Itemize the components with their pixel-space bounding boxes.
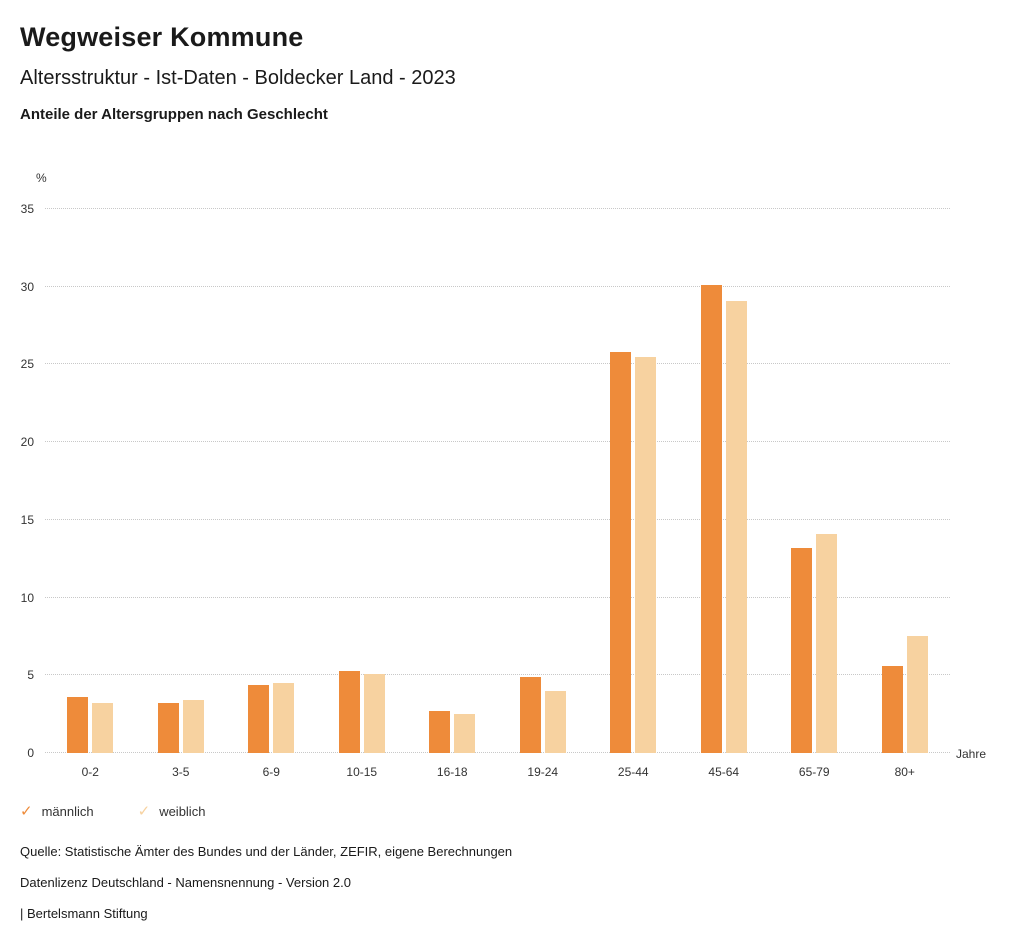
y-tick-label: 30 bbox=[20, 279, 34, 294]
bar-group-3-5 bbox=[136, 209, 227, 753]
bar-weiblich-25-44[interactable] bbox=[635, 356, 657, 753]
bar-group-16-18 bbox=[407, 209, 498, 753]
gridline bbox=[45, 518, 950, 520]
x-tick-label: 0-2 bbox=[81, 765, 99, 779]
page-title: Wegweiser Kommune bbox=[20, 22, 304, 52]
bar-weiblich-3-5[interactable] bbox=[182, 700, 204, 753]
bar-männlich-19-24[interactable] bbox=[519, 676, 541, 753]
gridline bbox=[45, 596, 950, 598]
x-tick-label: 16-18 bbox=[436, 765, 468, 779]
y-axis-tick-labels: 0 5 10 15 20 25 30 35 bbox=[0, 203, 34, 759]
bar-männlich-3-5[interactable] bbox=[157, 703, 179, 753]
bar-group-65-79 bbox=[769, 209, 860, 753]
bar-weiblich-80+[interactable] bbox=[906, 636, 928, 753]
legend: ✓ männlich ✓ weiblich bbox=[20, 804, 205, 819]
bar-weiblich-16-18[interactable] bbox=[454, 714, 476, 753]
legend-label-maennlich: männlich bbox=[41, 804, 94, 819]
y-tick-label: 0 bbox=[27, 746, 34, 760]
bar-group-25-44 bbox=[588, 209, 679, 753]
checkmark-icon: ✓ bbox=[137, 803, 151, 820]
x-tick-label: 65-79 bbox=[798, 765, 830, 779]
x-tick-label: 45-64 bbox=[708, 765, 740, 779]
chart-heading: Anteile der Altersgruppen nach Geschlech… bbox=[20, 106, 328, 123]
bar-group-0-2 bbox=[45, 209, 136, 753]
bar-group-6-9 bbox=[226, 209, 317, 753]
y-tick-label: 25 bbox=[20, 357, 34, 372]
source-line: Quelle: Statistische Ämter des Bundes un… bbox=[20, 844, 513, 859]
bar-männlich-65-79[interactable] bbox=[791, 547, 813, 753]
bar-group-19-24 bbox=[498, 209, 589, 753]
bar-group-10-15 bbox=[317, 209, 408, 753]
x-tick-label: 25-44 bbox=[617, 765, 649, 779]
bar-weiblich-0-2[interactable] bbox=[92, 703, 114, 753]
bar-group-80+ bbox=[860, 209, 951, 753]
x-tick-label: 3-5 bbox=[172, 765, 190, 779]
y-tick-label: 5 bbox=[27, 668, 34, 683]
y-tick-label: 15 bbox=[20, 512, 34, 527]
bar-männlich-80+[interactable] bbox=[881, 665, 903, 753]
bars-container bbox=[45, 209, 950, 753]
y-tick-label: 35 bbox=[20, 202, 34, 216]
x-tick-label: 80+ bbox=[894, 765, 915, 779]
x-tick-label: 19-24 bbox=[527, 765, 559, 779]
bar-männlich-45-64[interactable] bbox=[700, 285, 722, 753]
bar-männlich-6-9[interactable] bbox=[248, 684, 270, 753]
bar-männlich-16-18[interactable] bbox=[429, 711, 451, 753]
page-subtitle: Altersstruktur - Ist-Daten - Boldecker L… bbox=[20, 67, 456, 89]
bar-group-45-64 bbox=[679, 209, 770, 753]
bar-weiblich-10-15[interactable] bbox=[363, 673, 385, 753]
checkmark-icon: ✓ bbox=[20, 803, 33, 820]
x-tick-label: 6-9 bbox=[262, 765, 280, 779]
legend-item-weiblich[interactable]: ✓ weiblich bbox=[138, 804, 206, 819]
gridline bbox=[45, 441, 950, 443]
gridline bbox=[45, 363, 950, 365]
gridlines bbox=[45, 208, 950, 753]
bar-männlich-0-2[interactable] bbox=[67, 697, 89, 753]
bar-männlich-25-44[interactable] bbox=[610, 352, 632, 753]
legend-label-weiblich: weiblich bbox=[159, 804, 206, 819]
attribution-line: | Bertelsmann Stiftung bbox=[20, 906, 148, 921]
bar-weiblich-65-79[interactable] bbox=[816, 533, 838, 753]
bar-weiblich-45-64[interactable] bbox=[725, 300, 747, 753]
x-axis-tick-labels: 0-2 3-5 6-9 10-15 16-18 19-24 25-44 45-64 65-79 8… bbox=[45, 765, 950, 779]
y-tick-label: 20 bbox=[20, 435, 34, 450]
y-tick-label: 10 bbox=[20, 590, 34, 605]
gridline bbox=[45, 285, 950, 287]
bar-weiblich-19-24[interactable] bbox=[544, 690, 566, 753]
y-axis-unit-label: % bbox=[36, 171, 47, 185]
gridline bbox=[45, 752, 950, 753]
license-line: Datenlizenz Deutschland - Namensnennung … bbox=[20, 875, 351, 890]
gridline bbox=[45, 208, 950, 209]
x-axis-unit-label: Jahre bbox=[956, 747, 987, 761]
bar-männlich-10-15[interactable] bbox=[338, 670, 360, 753]
plot-area bbox=[45, 208, 950, 753]
x-tick-label: 10-15 bbox=[346, 765, 378, 779]
gridline bbox=[45, 674, 950, 676]
bar-weiblich-6-9[interactable] bbox=[273, 683, 295, 753]
legend-item-maennlich[interactable]: ✓ männlich bbox=[20, 804, 94, 819]
